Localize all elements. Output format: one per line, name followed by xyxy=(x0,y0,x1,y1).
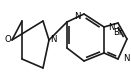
Text: O: O xyxy=(5,35,11,44)
Text: N: N xyxy=(75,12,81,21)
Text: N: N xyxy=(108,23,114,32)
Text: N: N xyxy=(123,55,129,64)
Text: N: N xyxy=(50,35,56,44)
Text: Br: Br xyxy=(113,27,123,36)
